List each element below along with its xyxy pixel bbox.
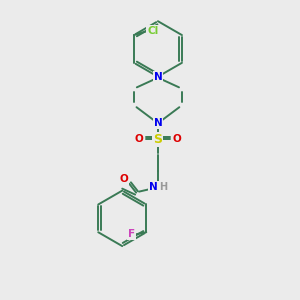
Text: O: O bbox=[120, 174, 129, 184]
Text: H: H bbox=[159, 182, 167, 192]
Text: F: F bbox=[128, 229, 135, 239]
Text: S: S bbox=[153, 133, 162, 146]
Text: O: O bbox=[172, 134, 181, 144]
Text: N: N bbox=[154, 118, 162, 128]
Text: Cl: Cl bbox=[147, 26, 158, 36]
Text: N: N bbox=[154, 72, 162, 82]
Text: N: N bbox=[148, 182, 157, 192]
Text: O: O bbox=[135, 134, 143, 144]
